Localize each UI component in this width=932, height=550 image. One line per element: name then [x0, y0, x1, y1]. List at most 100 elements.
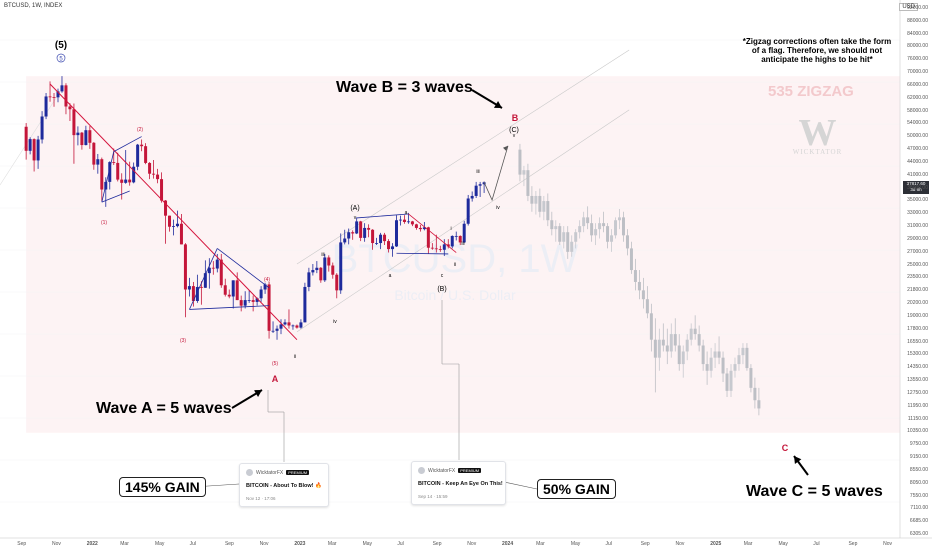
- candle: [426, 227, 430, 248]
- last-price-value: 37817.60: [906, 181, 926, 186]
- candle: [283, 322, 287, 325]
- y-tick-label: 17800.00: [907, 325, 928, 332]
- projected-candle: [745, 347, 749, 369]
- projected-candle: [753, 387, 757, 401]
- candle: [355, 221, 359, 234]
- y-tick-label: 20200.00: [907, 300, 928, 307]
- y-tick-label: 44000.00: [907, 158, 928, 165]
- wave-b-v-small-label: v: [513, 133, 516, 139]
- candle: [168, 215, 172, 227]
- y-tick-label: 25000.00: [907, 261, 928, 268]
- y-tick-label: 66000.00: [907, 81, 928, 88]
- idea-title: BITCOIN - Keep An Eye On This!: [418, 481, 503, 487]
- idea-card[interactable]: WicktatorFX PREMIUM BITCOIN - About To Bl…: [239, 463, 329, 507]
- wave-b-iii-top-label: iii: [476, 169, 479, 175]
- idea-date: Sep 14 · 15:59: [418, 494, 448, 499]
- candle: [128, 179, 132, 183]
- wave-b-c-small-label: c: [441, 273, 444, 279]
- y-tick-label: 27000.00: [907, 248, 928, 255]
- projected-candle: [594, 229, 598, 236]
- projected-candle: [741, 347, 745, 356]
- y-tick-label: 33000.00: [907, 210, 928, 217]
- currency-button[interactable]: USD: [899, 3, 918, 11]
- projected-candle: [554, 226, 558, 230]
- projected-candle: [733, 364, 737, 371]
- projected-candle: [526, 170, 530, 196]
- candle: [450, 235, 454, 247]
- projected-candle: [697, 334, 701, 346]
- candle: [255, 298, 259, 302]
- wave-b-arrow-head: [493, 100, 502, 108]
- projected-candle: [558, 226, 562, 242]
- wave-5-circle: [56, 53, 66, 63]
- y-tick-label: 6685.00: [909, 518, 928, 525]
- wave-b-flag-lower: [396, 252, 449, 255]
- candle: [263, 284, 267, 290]
- wave-a-4-label: (4): [264, 277, 270, 283]
- candle: [247, 300, 251, 301]
- wave-b-flag-upper: [356, 213, 409, 219]
- candle: [279, 324, 283, 329]
- idea-card[interactable]: WicktatorFX PREMIUM BITCOIN - Keep An Eye…: [411, 461, 506, 505]
- candle: [243, 300, 247, 306]
- projected-candle: [566, 232, 570, 252]
- candle: [175, 223, 179, 227]
- wave-b-a-label: (A): [350, 205, 359, 212]
- projected-candle: [657, 339, 661, 358]
- wave-b-annotation: Wave B = 3 waves: [336, 79, 473, 96]
- candle: [203, 273, 207, 288]
- projected-candle: [653, 339, 657, 358]
- candle: [323, 257, 327, 281]
- candle: [315, 267, 319, 271]
- projected-candle: [717, 351, 721, 358]
- y-tick-label: 11150.00: [907, 415, 928, 422]
- y-tick-label: 8050.00: [909, 479, 928, 486]
- projected-candle: [693, 328, 697, 335]
- candle: [414, 224, 418, 228]
- candle: [327, 257, 331, 266]
- projected-candle: [518, 149, 522, 175]
- x-tick-label: Sep: [17, 541, 27, 547]
- x-tick-label: Sep: [848, 541, 858, 547]
- target-zone: [26, 76, 900, 433]
- x-tick-label: May: [362, 541, 373, 547]
- gain-connector: [503, 481, 538, 490]
- symbol-line[interactable]: BTCUSD, 1W, INDEX: [4, 3, 63, 9]
- candle: [140, 144, 144, 147]
- wave-5-circle-label: 5: [59, 57, 63, 63]
- projected-candle: [721, 357, 725, 374]
- candle: [60, 85, 64, 92]
- projected-candle: [562, 232, 566, 242]
- candle: [124, 179, 128, 183]
- candle: [120, 179, 124, 183]
- candle: [92, 142, 96, 165]
- candle: [383, 234, 387, 242]
- candle: [438, 249, 442, 250]
- candle: [215, 259, 219, 269]
- projected-candle: [538, 195, 542, 212]
- projected-candle: [625, 235, 629, 249]
- y-tick-label: 8550.00: [909, 466, 928, 473]
- candle: [482, 182, 486, 185]
- idea-date: Nov 12 · 17:06: [246, 496, 276, 501]
- candle: [335, 274, 339, 291]
- candle: [199, 286, 203, 288]
- y-tick-label: 31000.00: [907, 223, 928, 230]
- candle: [299, 322, 303, 328]
- candle: [164, 200, 168, 216]
- candle: [52, 97, 56, 98]
- candle: [363, 227, 367, 238]
- candle: [156, 174, 160, 180]
- wave-2-flag-upper: [113, 136, 142, 152]
- candle: [96, 159, 100, 165]
- candle: [207, 267, 211, 274]
- candle: [108, 162, 112, 182]
- gain-145-box: 145% GAIN: [119, 477, 206, 497]
- candle: [116, 162, 120, 180]
- candle: [219, 259, 223, 286]
- candle: [267, 284, 271, 331]
- zigzag-note: *Zigzag corrections often take the form …: [742, 37, 892, 64]
- candle: [295, 325, 299, 328]
